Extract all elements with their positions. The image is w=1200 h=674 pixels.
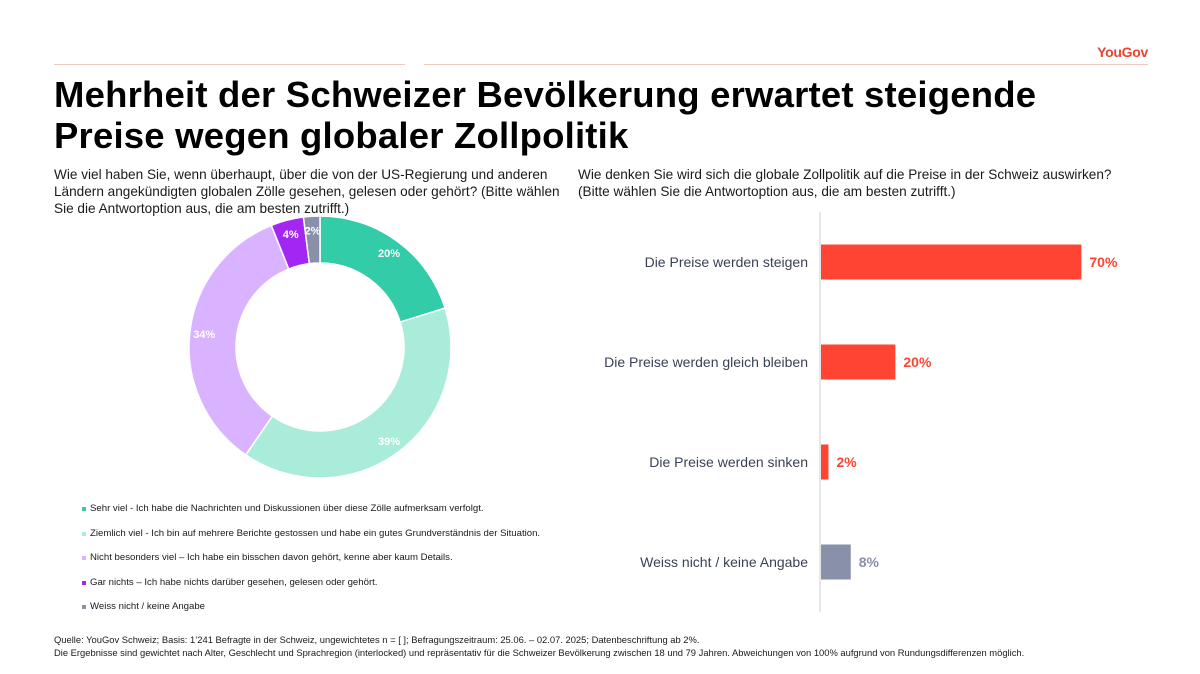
right-question: Wie denken Sie wird sich die globale Zol… xyxy=(578,167,1112,199)
bar xyxy=(821,444,829,480)
legend-item: Nicht besonders viel – Ich habe ein biss… xyxy=(82,552,540,577)
donut-slice xyxy=(244,307,452,479)
bar-category-label: Die Preise werden gleich bleiben xyxy=(604,354,808,370)
page-title: Mehrheit der Schweizer Bevölkerung erwar… xyxy=(54,74,1037,156)
legend-swatch xyxy=(82,580,86,585)
top-rule-right xyxy=(424,64,1148,65)
brand-logo: YouGov xyxy=(1097,44,1148,60)
legend-item: Weiss nicht / keine Angabe xyxy=(82,601,540,626)
legend-label: Sehr viel - Ich habe die Nachrichten und… xyxy=(90,503,484,514)
bar-category-label: Die Preise werden steigen xyxy=(645,254,808,270)
bar-chart: Die Preise werden steigen 70% Die Preise w… xyxy=(604,212,1118,612)
bar-data-label: 70% xyxy=(1089,254,1118,270)
footer-method: Die Ergebnisse sind gewichtet nach Alter… xyxy=(54,646,1025,658)
footer-notes: Quelle: YouGov Schweiz; Basis: 1’241 Bef… xyxy=(54,634,1024,659)
donut-slice xyxy=(302,215,321,265)
donut-slice xyxy=(319,215,447,323)
bar xyxy=(821,344,896,380)
bar-data-label: 8% xyxy=(859,554,880,570)
legend-item: Ziemlich viel - Ich bin auf mehrere Beri… xyxy=(82,528,540,553)
legend-swatch xyxy=(82,556,86,560)
legend-swatch xyxy=(82,531,86,536)
donut-data-label: 34% xyxy=(193,329,215,341)
legend-label: Nicht besonders viel – Ich habe ein biss… xyxy=(90,552,453,563)
donut-slice xyxy=(188,224,290,456)
donut-data-label: 20% xyxy=(378,248,400,260)
donut-legend: Sehr viel - Ich habe die Nachrichten und… xyxy=(82,503,540,626)
legend-swatch xyxy=(82,605,86,609)
legend-label: Gar nichts – Ich habe nichts darüber ges… xyxy=(90,576,378,588)
left-question: Wie viel haben Sie, wenn überhaupt, über… xyxy=(54,167,560,216)
bar xyxy=(821,244,1082,280)
legend-item: Gar nichts – Ich habe nichts darüber ges… xyxy=(82,577,540,602)
legend-label: Weiss nicht / keine Angabe xyxy=(90,601,206,612)
bar xyxy=(821,544,851,580)
bar-category-label: Weiss nicht / keine Angabe xyxy=(640,554,808,570)
legend-swatch xyxy=(82,507,86,511)
bar-data-label: 20% xyxy=(903,354,932,370)
bar-data-label: 2% xyxy=(836,454,857,470)
legend-item: Sehr viel - Ich habe die Nachrichten und… xyxy=(82,503,540,528)
donut-data-label: 2% xyxy=(305,226,321,238)
legend-label: Ziemlich viel - Ich bin auf mehrere Beri… xyxy=(90,527,541,539)
donut-data-label: 39% xyxy=(378,436,400,448)
bar-category-label: Die Preise werden sinken xyxy=(649,454,808,470)
donut-chart: 20% 39% 34% 4% 2% xyxy=(188,215,452,479)
footer-source: Quelle: YouGov Schweiz; Basis: 1’241 Bef… xyxy=(54,634,700,645)
donut-data-label: 4% xyxy=(283,229,299,241)
top-rule-left xyxy=(54,64,405,65)
